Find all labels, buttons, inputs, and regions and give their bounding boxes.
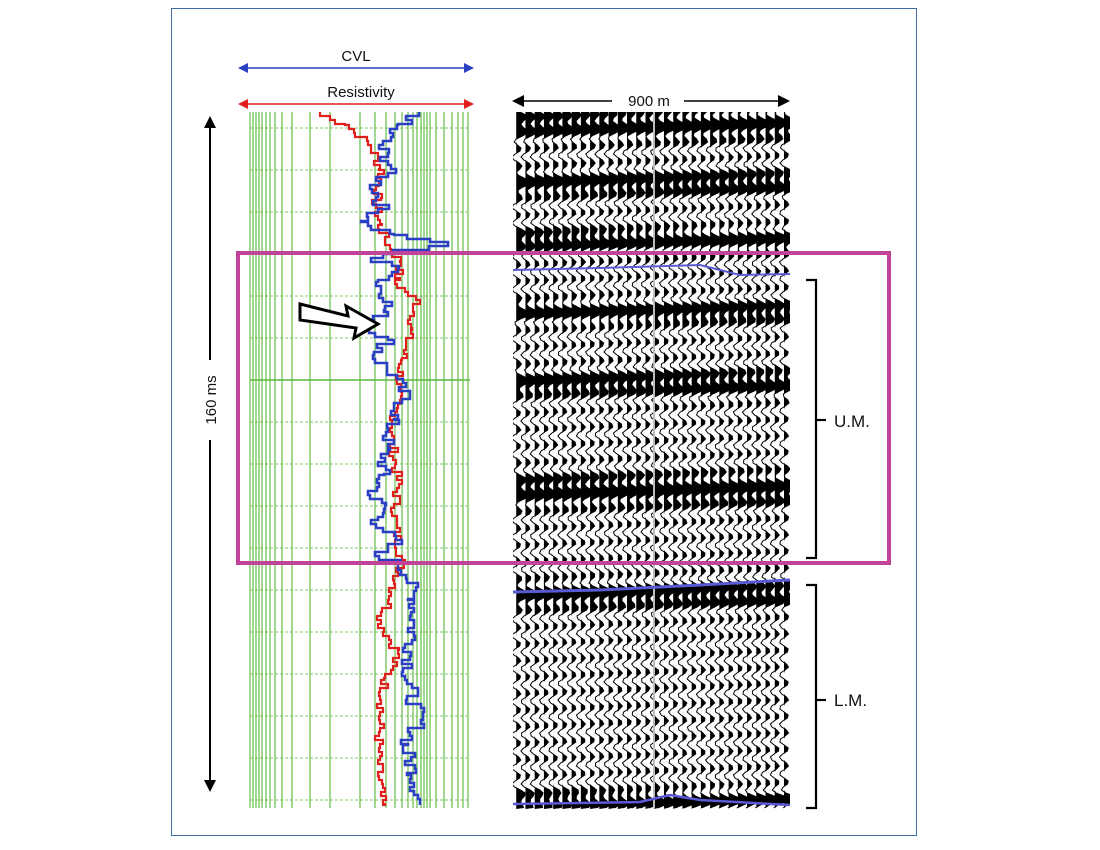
seismic-trace [520, 112, 540, 809]
seismic-trace [769, 112, 790, 809]
seismic-trace-fill [682, 112, 696, 809]
seismic-trace-fill [663, 112, 678, 809]
seismic-trace [732, 112, 753, 809]
seismic-trace [584, 112, 605, 809]
figure-frame [171, 8, 917, 836]
upper-member-bracket [806, 278, 826, 560]
seismic-trace [695, 112, 716, 809]
upper-member-highlight-box [236, 251, 891, 565]
seismic-trace [723, 112, 743, 809]
lower-member-bracket [806, 583, 826, 810]
seismic-trace [751, 112, 771, 809]
seismic-section [513, 112, 790, 809]
seismic-trace [686, 112, 707, 809]
top-upper-member-horizon [512, 263, 791, 277]
top-lower-member-horizon [512, 578, 791, 594]
seismic-trace [566, 112, 586, 809]
seismic-trace [548, 112, 568, 809]
seismic-trace-fill [654, 112, 669, 809]
resistivity-curve [318, 112, 422, 807]
seismic-trace-fill [617, 112, 632, 809]
seismic-trace-fill [599, 112, 613, 809]
seismic-trace [529, 112, 550, 809]
seismic-trace-fill [645, 112, 660, 809]
seismic-trace-fill [783, 112, 790, 809]
seismic-trace [667, 112, 688, 809]
upper-member-label: U.M. [834, 412, 870, 431]
seismic-trace [649, 112, 670, 809]
seismic-trace-fill [747, 112, 761, 809]
seismic-trace [714, 112, 734, 809]
seismic-trace [741, 112, 762, 809]
seismic-trace [631, 112, 651, 809]
seismic-trace-fill [737, 112, 752, 809]
base-lower-member-horizon [512, 793, 791, 807]
seismic-trace [760, 112, 780, 809]
seismic-trace-fill [710, 112, 724, 809]
seismic-trace [704, 112, 725, 809]
width-scale-label: 900 m [628, 93, 670, 110]
seismic-trace [778, 112, 790, 809]
seismic-trace [575, 112, 595, 809]
seismic-trace [640, 112, 660, 809]
seismic-trace [557, 112, 577, 809]
seismic-trace-fill [673, 112, 687, 809]
cvl-label: CVL [341, 48, 370, 65]
hollow-arrow-icon [298, 302, 382, 341]
seismic-trace-fill [580, 112, 595, 809]
seismic-trace [612, 112, 632, 809]
seismic-trace [538, 112, 559, 809]
lower-member-label: L.M. [834, 691, 867, 710]
seismic-trace-fill [774, 112, 789, 809]
seismic-trace-fill [765, 112, 780, 809]
seismic-trace [621, 112, 642, 809]
seismic-trace [603, 112, 623, 809]
seismic-trace [594, 112, 614, 809]
seismic-trace-fill [756, 112, 770, 809]
seismic-trace [677, 112, 697, 809]
log-track-grid [249, 112, 470, 808]
cvl-curve [359, 112, 450, 805]
seismic-trace-fill [608, 112, 622, 809]
seismic-trace [513, 112, 531, 809]
time-scale-label: 160 ms [203, 375, 220, 424]
resistivity-label: Resistivity [327, 84, 395, 101]
seismic-trace [658, 112, 679, 809]
seismic-trace-fill [590, 112, 604, 809]
